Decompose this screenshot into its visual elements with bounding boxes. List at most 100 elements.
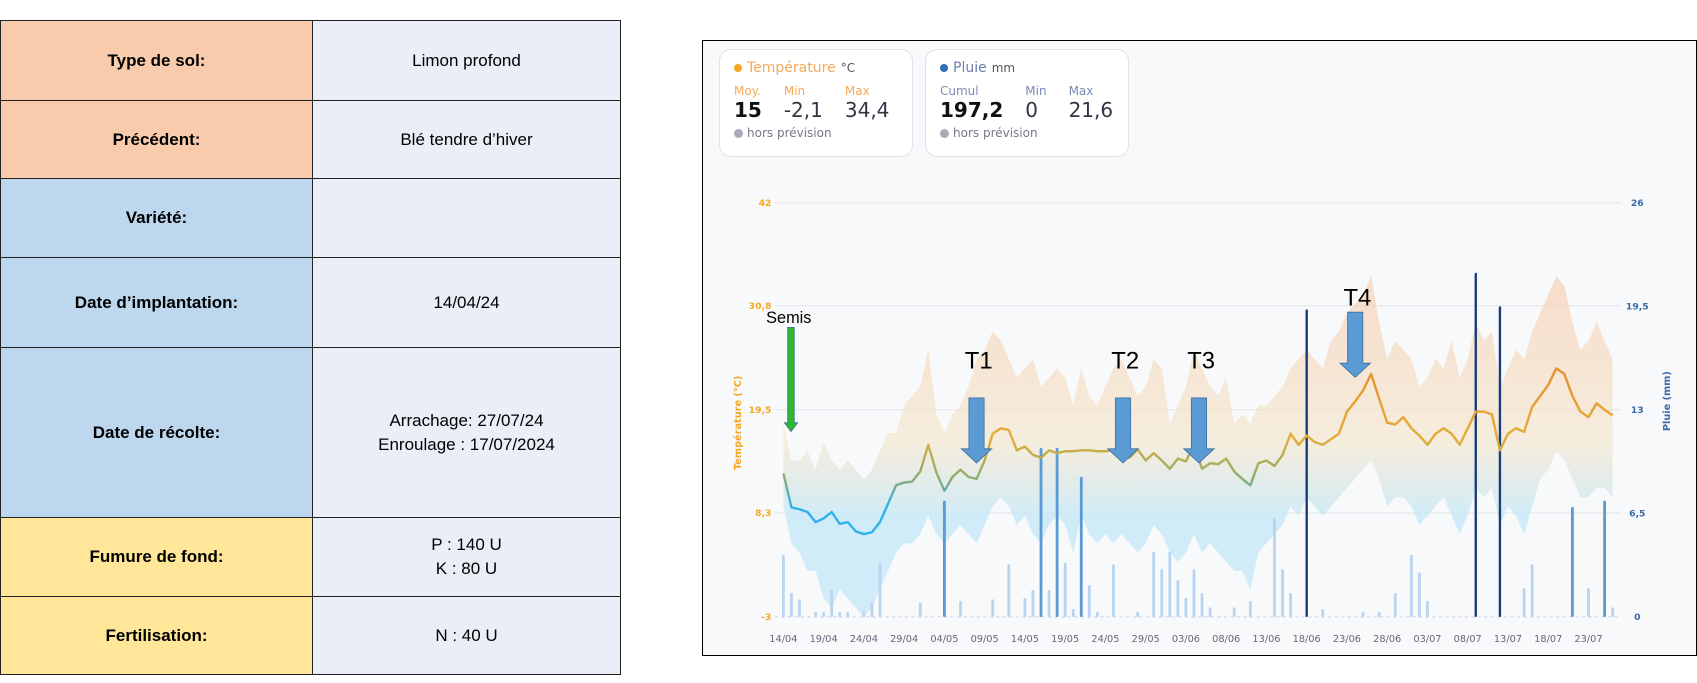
x-tick-label: 24/04	[850, 634, 878, 645]
rain-bar	[781, 554, 785, 617]
stat-label: Cumul	[940, 84, 979, 98]
rain-bar	[1112, 564, 1115, 617]
rain-bar	[1522, 588, 1526, 617]
row-label: Type de sol:	[0, 20, 313, 101]
y-right-tick-label: 13	[1631, 405, 1644, 416]
info-icon	[940, 128, 949, 138]
rain-bar	[1377, 612, 1381, 617]
rain-unit: mm	[991, 61, 1016, 75]
annotation-label: T4	[1343, 285, 1371, 312]
rain-bar	[1587, 588, 1590, 617]
rain-bar	[1071, 608, 1075, 617]
annotation-label: T2	[1111, 348, 1139, 375]
rain-bar	[870, 602, 874, 617]
x-tick-label: 08/07	[1454, 634, 1482, 645]
row-label: Variété:	[0, 178, 313, 258]
rain-bar	[1079, 476, 1083, 617]
stat-value: -2,1	[783, 98, 823, 122]
row-label: Précédent:	[0, 100, 313, 179]
row-value-line: K : 80 U	[435, 559, 498, 578]
rain-bar	[822, 612, 826, 617]
stat-value: 34,4	[844, 98, 890, 122]
rain-bar	[959, 601, 962, 617]
rain-bar	[1305, 309, 1308, 617]
x-tick-label: 18/07	[1534, 634, 1562, 645]
rain-bar	[1031, 589, 1035, 617]
rain-bar	[1200, 593, 1204, 617]
x-tick-label: 29/04	[890, 634, 918, 645]
x-tick-label: 03/07	[1413, 634, 1441, 645]
x-tick-label: 14/04	[769, 634, 797, 645]
y-left-tick-label: -3	[761, 612, 771, 623]
rain-bar	[838, 612, 842, 617]
row-label: Date de récolte:	[0, 347, 313, 518]
row-label: Fumure de fond:	[0, 517, 313, 597]
stat-label: Min	[1025, 84, 1047, 98]
y-left-tick-label: 8,3	[755, 508, 771, 519]
annotation-arrow-icon	[783, 326, 799, 433]
rain-bar	[1055, 448, 1059, 617]
rain-bar	[1063, 562, 1067, 617]
rain-bar	[1168, 551, 1172, 617]
rain-bar	[1409, 554, 1413, 617]
y-right-tick-label: 0	[1634, 612, 1640, 623]
rain-summary-card: Pluie mm Cumul 197,2 Min 0 Max 21,6 hors pr…	[925, 49, 1129, 157]
annotation-arrow-icon	[1106, 397, 1140, 464]
y-right-tick-label: 19,5	[1626, 302, 1649, 313]
stat-value: 0	[1025, 98, 1038, 122]
rain-bar	[1007, 564, 1011, 617]
rain-bar	[1273, 518, 1276, 617]
x-tick-label: 03/06	[1172, 634, 1200, 645]
row-label: Date d’implantation:	[0, 257, 313, 348]
table-row: Précédent: Blé tendre d’hiver	[0, 100, 621, 179]
x-tick-label: 18/06	[1293, 634, 1321, 645]
rain-bar	[1095, 612, 1099, 617]
row-value-line: P : 140 U	[431, 535, 502, 554]
rain-bar	[798, 599, 801, 617]
temperature-summary-card: Température °C Moy. 15 Min -2,1 Max 34,4 ho…	[719, 49, 913, 157]
rain-bar	[814, 612, 817, 617]
x-tick-label: 14/05	[1011, 634, 1039, 645]
rain-dot-icon	[940, 64, 948, 72]
x-tick-label: 23/06	[1333, 634, 1361, 645]
rain-bar	[1192, 569, 1196, 617]
row-value-line: N : 40 U	[435, 625, 498, 645]
y-right-tick-label: 6,5	[1629, 509, 1645, 520]
annotation-arrow-icon	[960, 397, 993, 464]
rain-bar	[1361, 612, 1365, 617]
row-label: Fertilisation:	[0, 596, 313, 675]
row-value: P : 140 U K : 80 U	[312, 517, 621, 597]
stat-label: Max	[844, 84, 870, 98]
table-row: Variété:	[0, 178, 621, 258]
x-tick-label: 04/05	[930, 634, 958, 645]
rain-bar	[942, 500, 946, 617]
table-row: Fertilisation: N : 40 U	[0, 596, 621, 675]
y-left-tick-label: 30,8	[749, 301, 772, 312]
rain-bar	[1281, 569, 1284, 617]
stat-label: Max	[1068, 84, 1094, 98]
rain-bar	[1474, 272, 1477, 617]
rain-bar	[1570, 507, 1574, 617]
annotation-label: T3	[1187, 348, 1215, 375]
y-left-tick-label: 19,5	[749, 405, 772, 416]
row-value	[312, 178, 621, 258]
temperature-unit: °C	[840, 61, 856, 75]
annotation-arrow-icon	[1182, 397, 1216, 464]
rain-bar	[1393, 593, 1397, 617]
y-left-axis-title: Température (°C)	[732, 376, 744, 470]
stat-label: Moy.	[734, 84, 761, 98]
temperature-dot-icon	[734, 64, 742, 72]
weather-chart: 42 30,8 19,5 8,3 -3 26 19,5 13 6,5 0 14/04 19/04 24/…	[732, 198, 1673, 645]
temperature-card-title: Température	[747, 60, 836, 76]
x-tick-label: 08/06	[1212, 634, 1240, 645]
forecast-note: hors prévision	[747, 126, 832, 140]
row-value-line: Arrachage: 27/07/24	[389, 410, 544, 430]
rain-bar	[991, 599, 995, 617]
info-icon	[734, 128, 743, 138]
stat-label: Min	[783, 84, 806, 98]
x-tick-label: 24/05	[1091, 634, 1119, 645]
rain-bar	[1023, 597, 1027, 617]
rain-bar	[1136, 612, 1140, 617]
x-tick-label: 19/05	[1051, 634, 1079, 645]
row-value-line: Blé tendre d’hiver	[400, 129, 533, 149]
